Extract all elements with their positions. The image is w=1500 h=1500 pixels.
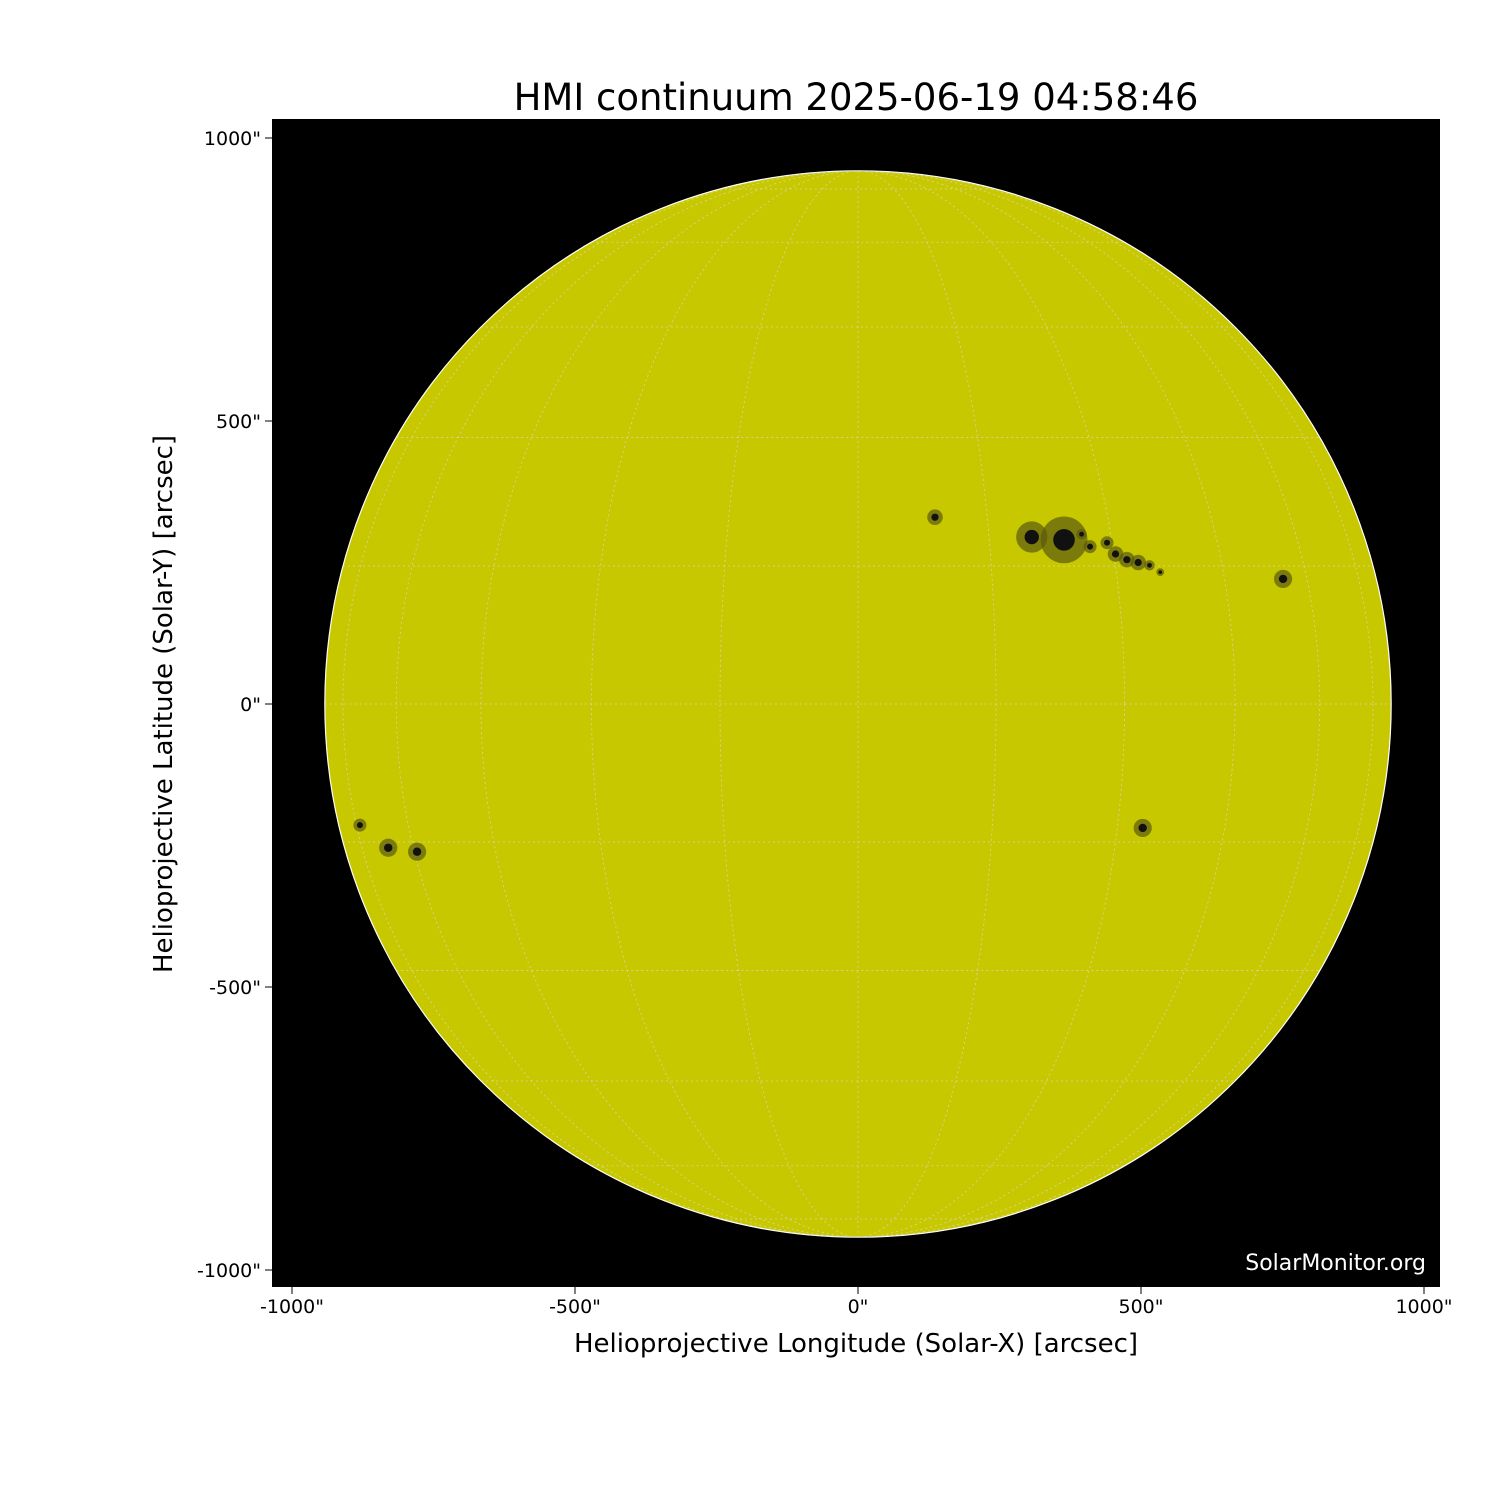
sunspot-umbra: [1079, 531, 1084, 537]
sunspot-umbra: [1123, 556, 1131, 564]
sunspot-umbra: [931, 513, 939, 521]
sunspot-umbra: [1111, 550, 1120, 558]
y-tick-label: -1000": [197, 1260, 261, 1282]
sunspot-umbra: [1024, 529, 1039, 545]
longitude-line: [342, 170, 1374, 1238]
sunspot-umbra: [1087, 543, 1094, 550]
x-axis-label: Helioprojective Longitude (Solar-X) [arc…: [574, 1329, 1138, 1359]
longitude-line: [395, 170, 1321, 1238]
x-tick-label: -1000": [260, 1296, 324, 1318]
x-tick-label: -500": [549, 1296, 601, 1318]
chart-title: HMI continuum 2025-06-19 04:58:46: [513, 76, 1199, 119]
sunspot-umbra: [384, 843, 393, 852]
y-tick-label: 500": [216, 411, 261, 433]
sunspot-umbra: [1138, 823, 1147, 833]
longitude-line: [480, 170, 1236, 1238]
sunspot-umbra: [356, 822, 363, 829]
sunspot-umbra: [1104, 539, 1111, 546]
y-tick-label: 0": [240, 694, 261, 716]
sunspot-umbra: [1134, 558, 1142, 567]
sunspot-umbra: [412, 847, 422, 856]
y-tick-label: -500": [209, 977, 261, 999]
x-tick-label: 500": [1118, 1296, 1163, 1318]
longitude-line: [719, 170, 997, 1238]
sunspots: [353, 509, 1293, 861]
y-axis-label: Helioprojective Latitude (Solar-Y) [arcs…: [149, 435, 179, 973]
x-tick-label: 1000": [1395, 1296, 1452, 1318]
heliographic-grid: [324, 170, 1392, 1238]
sunspot-umbra: [1053, 529, 1075, 551]
longitude-line: [591, 170, 1125, 1238]
axis-ticks: -1000" -500" 0" 500" 1000" 1000" 500" 0" -500" -1…: [197, 128, 1453, 1318]
sunspot-umbra: [1278, 574, 1288, 584]
y-tick-label: 1000": [204, 128, 261, 150]
sunspot-umbra: [1158, 570, 1163, 574]
x-tick-label: 0": [848, 1296, 869, 1318]
sunspot-umbra: [1147, 562, 1152, 568]
watermark: SolarMonitor.org: [1245, 1251, 1426, 1276]
